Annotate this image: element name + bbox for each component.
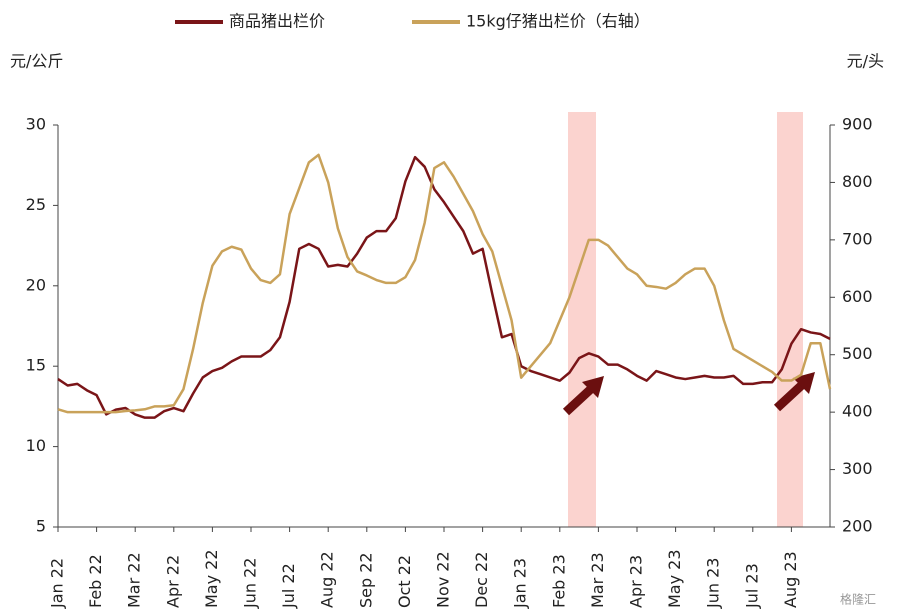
x-tick-label: Mar 22	[125, 552, 144, 608]
x-tick-label: Mar 23	[588, 552, 607, 608]
x-tick-label: Jan 22	[48, 558, 67, 609]
y2-tick-label: 400	[842, 402, 873, 421]
y2-tick-label: 900	[842, 115, 873, 134]
x-tick-label: Jun 23	[704, 558, 723, 609]
x-tick-label: Jul 22	[279, 563, 298, 609]
watermark: 格隆汇	[840, 592, 876, 607]
legend-label: 商品猪出栏价	[229, 12, 325, 31]
series-line	[57, 153, 832, 414]
x-tick-label: Dec 22	[472, 552, 491, 608]
y2-tick-label: 700	[842, 229, 873, 248]
x-tick-label: Feb 22	[86, 554, 105, 608]
y2-tick-label: 200	[842, 517, 873, 536]
y-tick-label: 25	[26, 195, 46, 214]
x-tick-label: Aug 23	[781, 551, 800, 608]
x-tick-label: Feb 23	[549, 554, 568, 608]
x-tick-label: Aug 22	[318, 551, 337, 608]
y-tick-label: 15	[26, 356, 46, 375]
y-tick-label: 10	[26, 436, 46, 455]
highlight-band	[777, 112, 803, 527]
y2-tick-label: 600	[842, 287, 873, 306]
y2-tick-label: 300	[842, 459, 873, 478]
highlight-band	[568, 112, 596, 527]
x-tick-label: May 22	[202, 549, 221, 608]
x-tick-label: Jan 23	[511, 558, 530, 609]
x-tick-label: Oct 22	[395, 555, 414, 608]
y-tick-label: 5	[36, 517, 46, 536]
x-tick-label: Nov 22	[434, 551, 453, 608]
x-tick-label: Jun 22	[241, 558, 260, 609]
y-tick-label: 20	[26, 275, 46, 294]
y2-axis-label: 元/头	[847, 52, 884, 71]
y-tick-label: 30	[26, 115, 46, 134]
series-line	[57, 155, 831, 419]
x-tick-label: Jul 23	[742, 563, 761, 609]
arrow	[562, 376, 604, 416]
x-tick-label: Sep 22	[356, 552, 375, 608]
y2-tick-label: 500	[842, 344, 873, 363]
legend-label: 15kg仔猪出栏价（右轴）	[466, 12, 650, 31]
y-axis-label: 元/公斤	[10, 52, 63, 71]
x-tick-label: Apr 23	[627, 555, 646, 608]
x-tick-label: May 23	[665, 549, 684, 608]
x-tick-label: Apr 22	[163, 555, 182, 608]
y2-tick-label: 800	[842, 172, 873, 191]
